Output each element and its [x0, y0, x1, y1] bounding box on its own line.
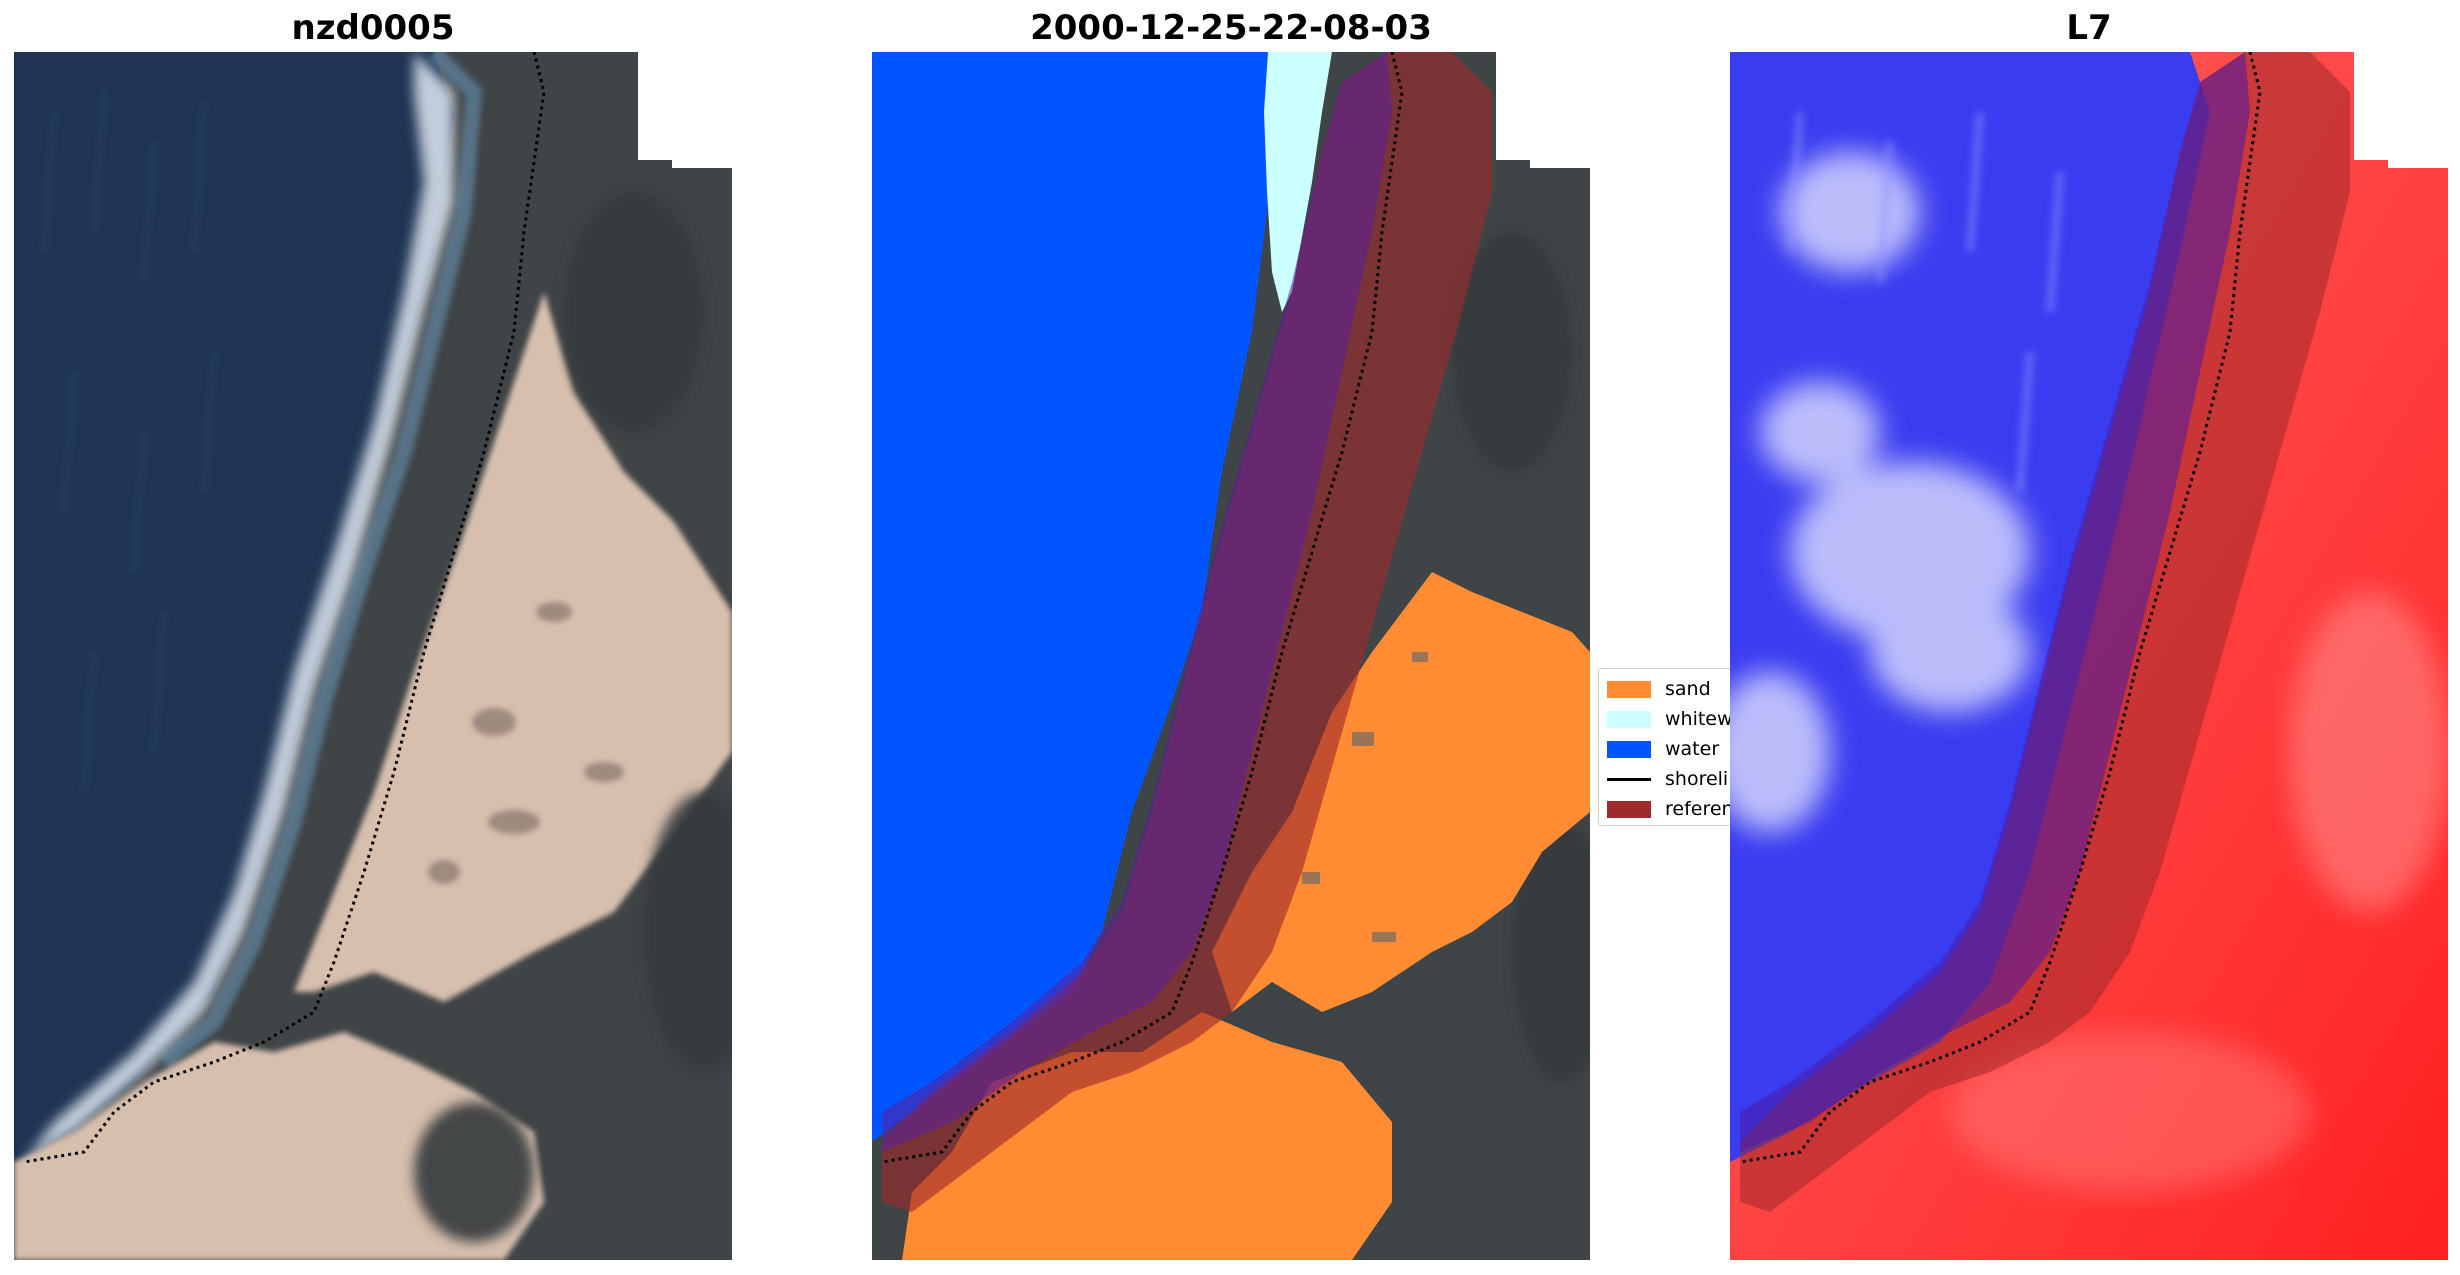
legend-swatch-whitewater	[1607, 710, 1651, 728]
legend-label-water: water	[1665, 738, 1720, 760]
classified-image	[872, 52, 1590, 1260]
index-image	[1730, 52, 2448, 1260]
legend-item-reference-buffer: reference shoreline buffer	[1607, 798, 1731, 820]
legend-swatch-sand	[1607, 680, 1651, 698]
legend-swatch-reference-buffer	[1607, 800, 1651, 818]
legend-item-water: water	[1607, 738, 1720, 760]
legend-item-shoreline: shoreline	[1607, 768, 1731, 790]
panel-title-site: nzd0005	[291, 8, 455, 48]
legend-swatch-water	[1607, 740, 1651, 758]
legend-item-whitewater: whitewater	[1607, 708, 1732, 730]
rgb-image	[14, 52, 732, 1260]
legend-label-whitewater: whitewater	[1665, 708, 1732, 730]
panel-title-satellite: L7	[2066, 8, 2112, 48]
panel-title-date: 2000-12-25-22-08-03	[1030, 8, 1432, 48]
legend: sand whitewater water shoreline referenc…	[1598, 668, 1732, 826]
legend-label-shoreline: shoreline	[1665, 768, 1731, 790]
legend-label-reference-buffer: reference shoreline buffer	[1665, 798, 1731, 820]
legend-label-sand: sand	[1665, 678, 1711, 700]
legend-item-sand: sand	[1607, 678, 1711, 700]
legend-line-shoreline	[1607, 777, 1651, 781]
